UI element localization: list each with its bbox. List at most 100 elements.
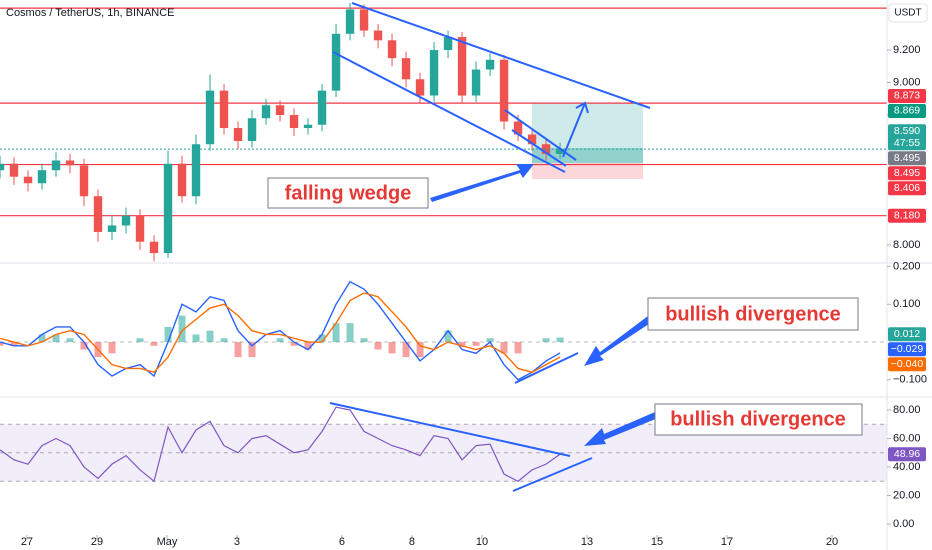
y-tick-label: −0.100 <box>893 374 927 386</box>
currency[interactable]: USDT <box>894 8 921 19</box>
x-tick-label: 6 <box>339 536 345 548</box>
annotation: bullish divergence <box>670 408 846 430</box>
price-label <box>888 447 926 462</box>
histogram-bar <box>52 334 60 343</box>
histogram-bar <box>66 338 74 343</box>
candle-body <box>443 37 453 51</box>
candle-body <box>527 134 537 145</box>
histogram-bar <box>206 330 214 343</box>
histogram-bar <box>234 342 242 358</box>
candle-body <box>541 144 551 154</box>
x-tick-label: 17 <box>721 536 733 548</box>
y-tick-label: 0.200 <box>893 260 921 272</box>
macd-line <box>0 292 561 374</box>
candle-body <box>387 40 397 59</box>
histogram-bar <box>542 338 550 343</box>
histogram-bar <box>374 342 382 350</box>
candle-body <box>191 144 201 197</box>
price-label-text: 8.873 <box>894 90 920 102</box>
arrow <box>562 102 586 158</box>
candle-body <box>289 115 299 128</box>
candle-body <box>177 163 187 197</box>
price-label-text: 8.590 <box>894 125 920 137</box>
price-label <box>888 151 926 166</box>
candle-body <box>415 79 425 96</box>
price-label <box>888 357 926 372</box>
candle-body <box>79 165 89 197</box>
price-label <box>888 88 926 103</box>
arrow <box>584 412 658 446</box>
trend-line <box>329 402 571 457</box>
candle-body <box>401 58 411 80</box>
candle-body <box>65 160 75 166</box>
macd-line <box>0 280 561 381</box>
candle-body <box>23 176 33 184</box>
histogram-bar <box>458 342 466 346</box>
candle-body <box>0 163 5 171</box>
histogram-bar <box>416 342 424 358</box>
histogram-bar <box>276 338 284 343</box>
histogram-bar <box>304 342 312 350</box>
histogram-bar <box>248 342 256 358</box>
histogram-bar <box>108 342 116 354</box>
candle-body <box>359 9 369 31</box>
candle-body <box>555 149 565 154</box>
annotation-box <box>647 297 859 331</box>
candle-body <box>303 124 313 128</box>
histogram-bar <box>178 315 186 343</box>
price-label-text: 8.495 <box>894 152 920 164</box>
y-tick-label: 80.00 <box>893 404 921 416</box>
price-label-text: 8.495 <box>894 167 920 179</box>
price-label-text: −0.029 <box>891 343 924 355</box>
price-label <box>888 342 926 357</box>
x-tick-label: 8 <box>409 536 415 548</box>
x-tick-label: 13 <box>581 536 593 548</box>
histogram-bar <box>318 334 326 343</box>
candle-body <box>261 105 271 119</box>
y-tick-label: 20.00 <box>893 489 921 501</box>
annotation: bullish divergence <box>665 303 841 325</box>
histogram-bar <box>164 326 172 343</box>
histogram-bar <box>444 330 452 343</box>
trend-line <box>351 2 651 109</box>
trend-line <box>332 51 566 173</box>
candle-body <box>513 121 523 135</box>
histogram-bar <box>80 342 88 350</box>
candle-body <box>233 127 243 141</box>
candle-body <box>373 30 383 41</box>
trend-line <box>512 457 593 492</box>
candle-body <box>457 37 467 96</box>
histogram-bar <box>38 334 46 343</box>
y-tick-label: 8.000 <box>893 239 921 251</box>
currency-button[interactable] <box>888 3 928 23</box>
candle-body <box>205 90 215 145</box>
histogram-bar <box>220 338 228 343</box>
price-label <box>888 103 926 118</box>
y-tick-label: 9.000 <box>893 76 921 88</box>
price-label <box>888 124 926 151</box>
drawings <box>329 2 651 492</box>
price-label-text: 8.180 <box>894 209 920 221</box>
y-tick-label: 40.00 <box>893 461 921 473</box>
histogram-bar <box>290 342 298 346</box>
price-label-text: −0.040 <box>891 358 924 370</box>
histogram-bar <box>136 338 144 343</box>
histogram-bar <box>486 338 494 343</box>
trend-line <box>514 352 579 384</box>
histogram-bar <box>388 342 396 354</box>
candle-body <box>93 196 103 232</box>
histogram-bar <box>150 342 158 346</box>
x-tick-label: May <box>157 536 178 548</box>
y-tick-label: 0.00 <box>893 518 914 530</box>
candle-body <box>317 90 327 125</box>
candle-body <box>275 105 285 116</box>
candle-body <box>149 241 159 254</box>
candle-body <box>485 59 495 70</box>
candle-body <box>9 163 19 177</box>
arrow <box>430 164 534 202</box>
price-label <box>888 166 926 181</box>
candle-body <box>331 33 341 91</box>
histogram-bar <box>556 337 564 343</box>
candle-body <box>37 170 47 184</box>
histogram-bar <box>0 342 4 346</box>
